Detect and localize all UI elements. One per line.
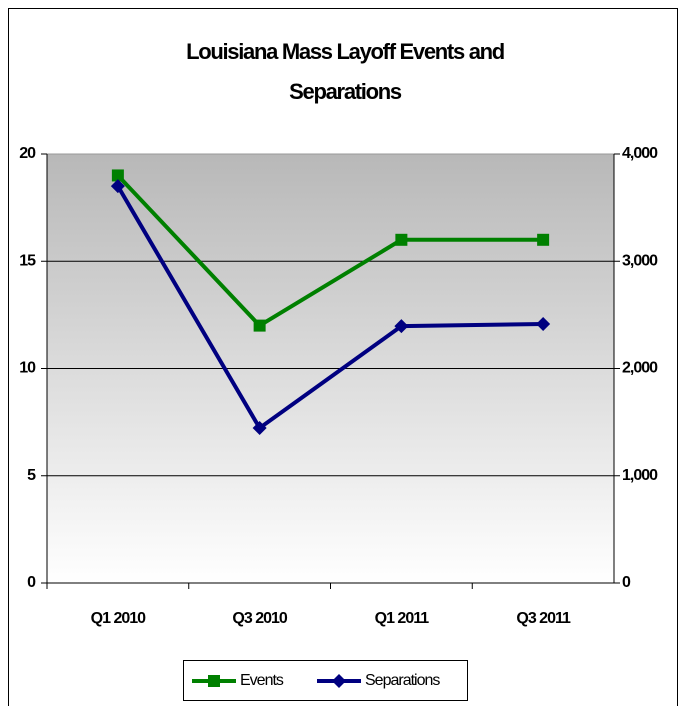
x-tick-label: Q1 2010 [91,610,146,627]
chart-title: Louisiana Mass Layoff Events and Separat… [186,39,505,104]
y2-tick-label: 4,000 [622,145,658,162]
y-tick-label: 20 [19,145,36,162]
legend-label: Events [240,672,284,689]
data-point [395,233,408,246]
y2-tick-label: 0 [622,574,631,591]
data-point [252,421,267,436]
y2-tick-label: 1,000 [622,467,658,484]
legend-marker [332,674,346,688]
x-tick-label: Q3 2011 [516,610,571,627]
y-tick-label: 0 [27,574,36,591]
y-tick-label: 10 [19,360,36,377]
y2-tick-label: 2,000 [622,360,658,377]
y2-tick-label: 3,000 [622,252,658,269]
data-point [110,179,125,194]
x-tick-label: Q1 2011 [375,610,430,627]
legend-marker [208,675,220,687]
series-line [116,174,544,329]
data-point [253,319,266,332]
data-point [537,233,550,246]
series-line [116,185,544,431]
y-tick-label: 5 [27,467,36,484]
data-point [394,319,409,334]
data-point [111,169,124,182]
y-tick-label: 15 [19,252,36,269]
data-point [536,316,551,331]
legend-label: Separations [365,672,440,689]
x-tick-label: Q3 2010 [232,610,287,627]
